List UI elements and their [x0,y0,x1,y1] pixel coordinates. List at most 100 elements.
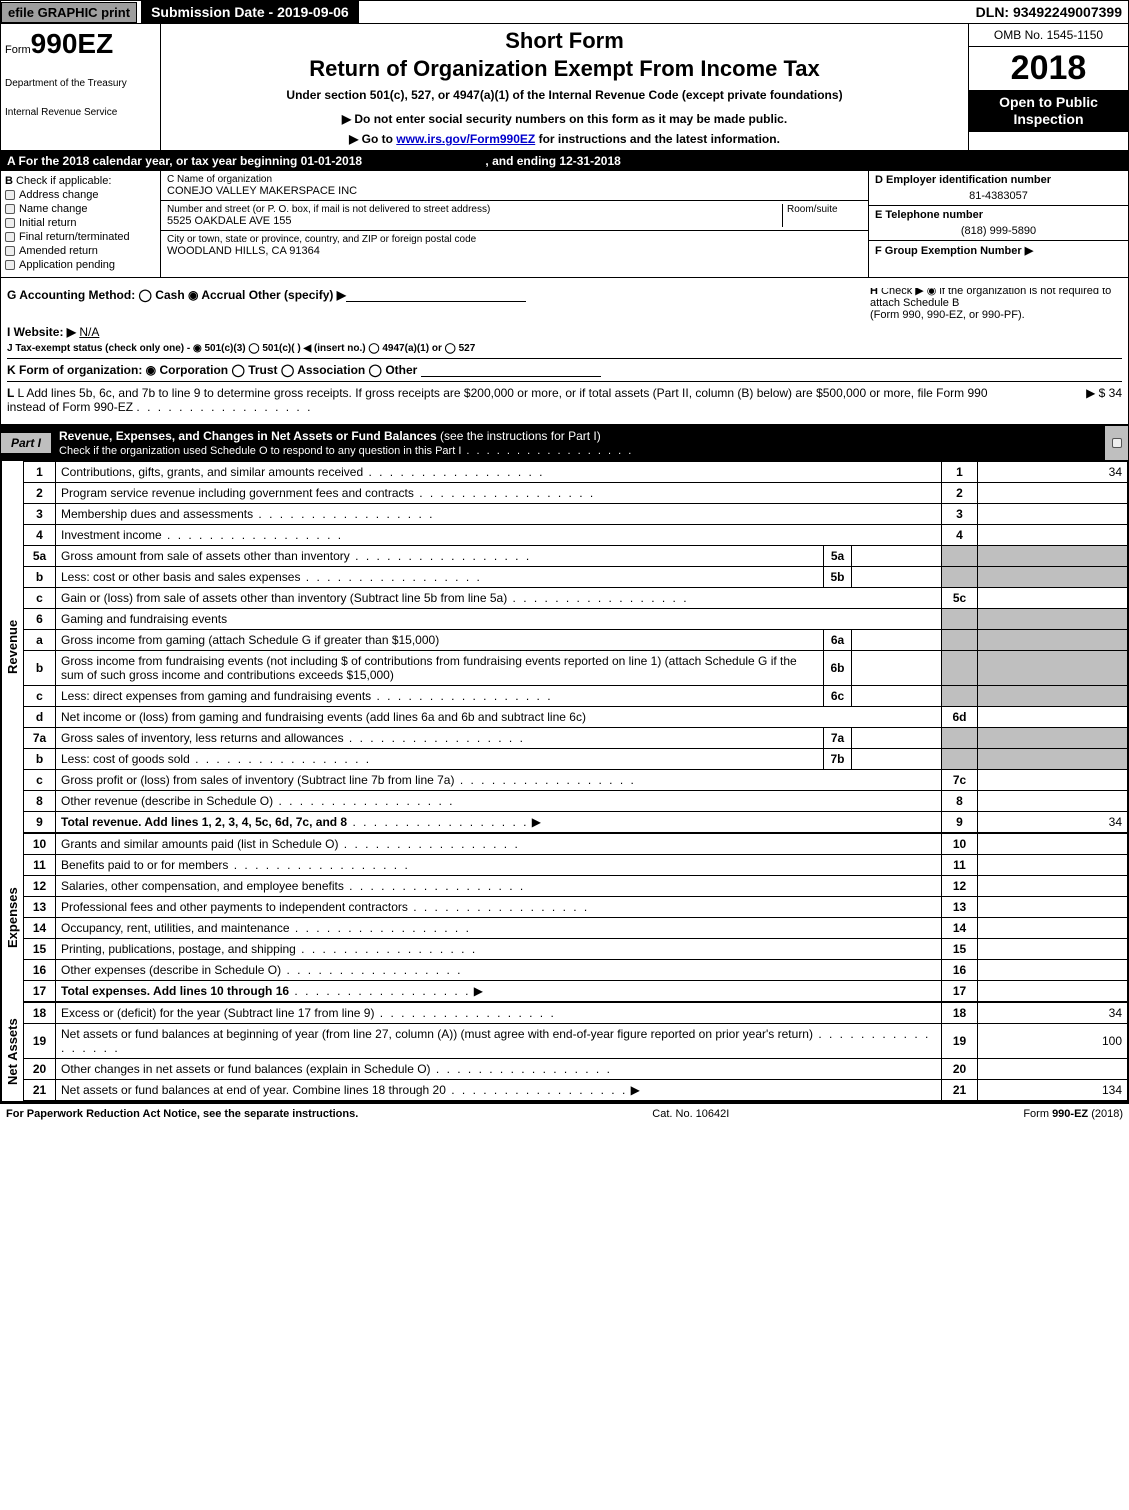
chk-amended-return[interactable]: Amended return [5,245,156,257]
table-row: b Less: cost or other basis and sales exp… [24,567,1128,588]
expenses-section: Expenses 10Grants and similar amounts pa… [0,833,1129,1002]
chk-application-pending[interactable]: Application pending [5,259,156,271]
line-val [978,855,1128,876]
line-num: b [24,567,56,588]
line-num: 21 [24,1080,56,1101]
header-center: Short Form Return of Organization Exempt… [161,24,968,150]
part-1-header: Part I Revenue, Expenses, and Changes in… [0,425,1129,461]
grey-cell [942,686,978,707]
mini-ref: 7b [824,749,852,770]
chk-name-change[interactable]: Name change [5,203,156,215]
chk-final-return[interactable]: Final return/terminated [5,231,156,243]
line-val [978,876,1128,897]
h-label: H [870,288,878,297]
public-inspection-badge: Open to Public Inspection [969,90,1128,132]
chk-label: Initial return [19,217,76,229]
line-val: 34 [978,812,1128,833]
line-desc: Less: cost or other basis and sales expe… [61,570,300,584]
box-b: B Check if applicable: Address change Na… [1,171,161,277]
website-value: N/A [79,325,99,339]
dln-number: DLN: 93492249007399 [976,4,1128,20]
box-b-heading: Check if applicable: [16,175,111,187]
table-row: 3Membership dues and assessments3 [24,504,1128,525]
table-row: 1Contributions, gifts, grants, and simil… [24,462,1128,483]
line-desc: Total revenue. Add lines 1, 2, 3, 4, 5c,… [61,815,347,829]
table-row: cLess: direct expenses from gaming and f… [24,686,1128,707]
revenue-section: Revenue 1Contributions, gifts, grants, a… [0,461,1129,833]
h-text-1: Check ▶ ◉ if the organization is not req… [870,288,1111,309]
table-row: 4Investment income4 [24,525,1128,546]
net-assets-table: 18Excess or (deficit) for the year (Subt… [23,1002,1128,1101]
line-ref: 21 [942,1080,978,1101]
form-title: Return of Organization Exempt From Incom… [167,56,962,82]
grey-cell [942,546,978,567]
line-num: a [24,630,56,651]
mini-val [852,686,942,707]
line-num: 13 [24,897,56,918]
mini-val [852,567,942,588]
form-header: Form990EZ Department of the Treasury Int… [0,24,1129,151]
ein-value: 81-4383057 [875,190,1122,202]
grey-cell [942,728,978,749]
expenses-table: 10Grants and similar amounts paid (list … [23,833,1128,1002]
box-c: C Name of organization CONEJO VALLEY MAK… [161,171,868,277]
line-ref: 7c [942,770,978,791]
grey-cell [942,567,978,588]
line-desc: Gross amount from sale of assets other t… [61,549,350,563]
line-desc: Program service revenue including govern… [61,486,414,500]
omb-number: OMB No. 1545-1150 [969,24,1128,47]
line-desc: Membership dues and assessments [61,507,253,521]
table-row: 14Occupancy, rent, utilities, and mainte… [24,918,1128,939]
line-val: 34 [978,462,1128,483]
table-row: 16Other expenses (describe in Schedule O… [24,960,1128,981]
f-label: F Group Exemption Number ▶ [875,244,1122,257]
mini-ref: 5a [824,546,852,567]
room-label: Room/suite [787,204,862,215]
line-val [978,1059,1128,1080]
line-num: 15 [24,939,56,960]
part-1-title: Revenue, Expenses, and Changes in Net As… [59,429,437,443]
top-bar: efile GRAPHIC print Submission Date - 20… [0,0,1129,24]
short-form-label: Short Form [167,28,962,54]
line-num: 1 [24,462,56,483]
goto-line: ▶ Go to www.irs.gov/Form990EZ for instru… [167,132,962,146]
line-ref: 1 [942,462,978,483]
line-val [978,897,1128,918]
grey-cell [942,749,978,770]
checkbox-icon [5,246,15,256]
chk-address-change[interactable]: Address change [5,189,156,201]
table-row: 11Benefits paid to or for members11 [24,855,1128,876]
mini-val [852,630,942,651]
blank-underline [346,301,526,302]
form-subtitle: Under section 501(c), 527, or 4947(a)(1)… [167,88,962,102]
net-assets-section: Net Assets 18Excess or (deficit) for the… [0,1002,1129,1102]
efile-print-button[interactable]: efile GRAPHIC print [1,2,137,23]
table-row: cGross profit or (loss) from sales of in… [24,770,1128,791]
table-row: dNet income or (loss) from gaming and fu… [24,707,1128,728]
line-desc: Professional fees and other payments to … [61,900,408,914]
page-footer: For Paperwork Reduction Act Notice, see … [0,1102,1129,1124]
line-num: c [24,770,56,791]
chk-label: Final return/terminated [19,231,130,243]
mini-val [852,728,942,749]
table-row: aGross income from gaming (attach Schedu… [24,630,1128,651]
line-num: 18 [24,1003,56,1024]
line-desc: Investment income [61,528,162,542]
street-address: 5525 OAKDALE AVE 155 [167,215,782,227]
checkbox-icon [5,260,15,270]
line-g: G Accounting Method: ◯ Cash ◉ Accrual Ot… [7,288,346,302]
line-num: 9 [24,812,56,833]
irs-link[interactable]: www.irs.gov/Form990EZ [396,132,535,146]
line-ref: 9 [942,812,978,833]
part-1-checkbox[interactable] [1104,426,1128,460]
line-val: 134 [978,1080,1128,1101]
grey-cell [978,567,1128,588]
mini-val [852,651,942,686]
entity-info-block: B Check if applicable: Address change Na… [0,171,1129,278]
chk-initial-return[interactable]: Initial return [5,217,156,229]
line-ref: 14 [942,918,978,939]
line-ref: 10 [942,834,978,855]
tax-year: 2018 [969,47,1128,90]
line-num: 4 [24,525,56,546]
line-desc: Net assets or fund balances at end of ye… [61,1083,446,1097]
